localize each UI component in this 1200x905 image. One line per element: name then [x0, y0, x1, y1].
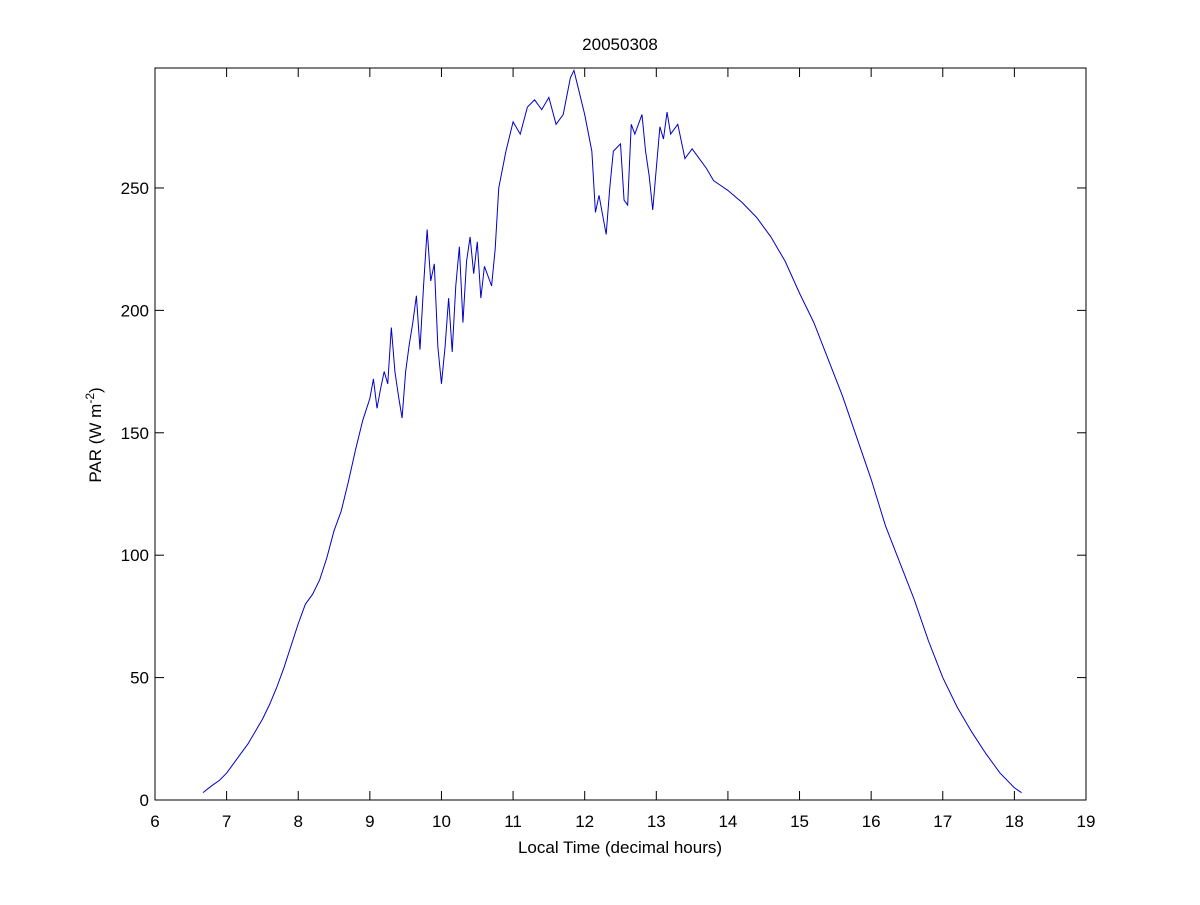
- x-tick-label: 12: [575, 812, 594, 831]
- y-tick-label: 100: [121, 546, 149, 565]
- y-label-suffix: ): [86, 387, 105, 393]
- y-axis-label: PAR (W m-2): [83, 387, 105, 482]
- x-tick-label: 17: [933, 812, 952, 831]
- x-tick-label: 8: [293, 812, 302, 831]
- x-tick-label: 11: [504, 812, 522, 831]
- x-tick-label: 9: [365, 812, 374, 831]
- x-tick-label: 15: [790, 812, 809, 831]
- chart-title: 20050308: [582, 35, 658, 54]
- y-tick-label: 0: [140, 791, 149, 810]
- y-tick-label: 200: [121, 301, 149, 320]
- x-tick-label: 6: [150, 812, 159, 831]
- x-tick-label: 19: [1077, 812, 1096, 831]
- x-axis-label: Local Time (decimal hours): [518, 838, 722, 857]
- x-tick-label: 7: [222, 812, 231, 831]
- y-label-text: PAR (W m: [86, 404, 105, 483]
- x-tick-label: 16: [862, 812, 881, 831]
- data-line: [202, 68, 1022, 794]
- x-tick-label: 10: [432, 812, 451, 831]
- x-tick-label: 13: [647, 812, 666, 831]
- y-tick-label: 150: [121, 424, 149, 443]
- y-label-sup: -2: [83, 393, 97, 404]
- x-tick-label: 14: [718, 812, 737, 831]
- x-tick-label: 18: [1005, 812, 1024, 831]
- plot-frame: [154, 67, 1087, 801]
- y-tick-label: 50: [130, 669, 149, 688]
- y-tick-label: 250: [121, 179, 149, 198]
